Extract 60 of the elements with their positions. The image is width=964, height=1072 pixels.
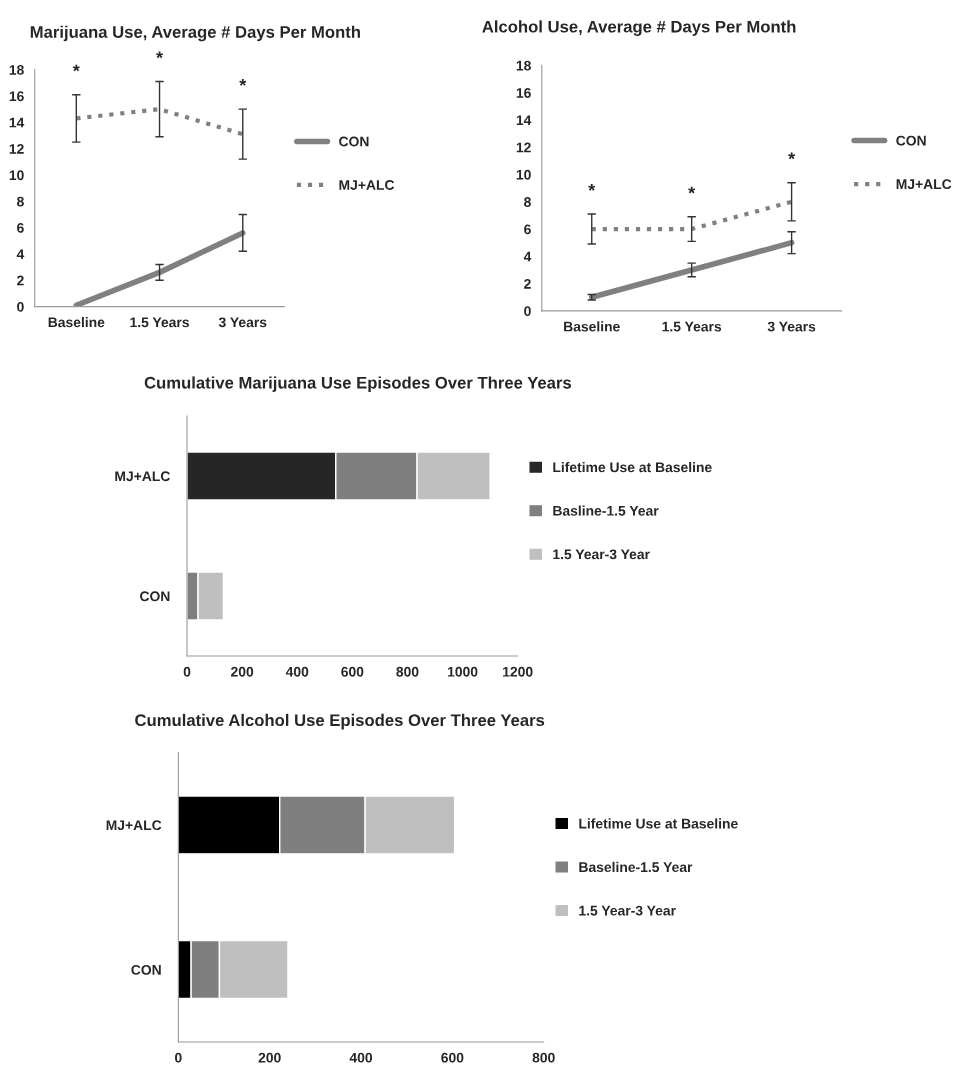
chart-title: Cumulative Marijuana Use Episodes Over Three Years xyxy=(144,376,572,392)
y-tick-label: 2 xyxy=(17,275,24,286)
chart-title: Cumulative Alcohol Use Episodes Over Three Years xyxy=(135,713,545,730)
x-tick-label: Baseline xyxy=(48,317,105,328)
legend-label: MJ+ALC xyxy=(339,180,395,190)
annotation: * xyxy=(72,64,80,72)
annotation: * xyxy=(588,183,596,191)
y-tick-label: 16 xyxy=(516,88,531,98)
y-tick-label: 4 xyxy=(16,249,25,259)
x-tick-label: 3 Years xyxy=(218,317,267,328)
x-tick-label: 1.5 Years xyxy=(130,317,189,328)
legend-label: MJ+ALC xyxy=(896,179,952,190)
legend-label: Basline-1.5 Year xyxy=(553,505,659,516)
x-tick-label: 800 xyxy=(396,666,419,677)
legend-label: 1.5 Year-3 Year xyxy=(553,549,650,560)
y-tick-label: 10 xyxy=(516,169,531,180)
y-tick-label: 0 xyxy=(524,306,531,317)
y-tick-label: MJ+ALC xyxy=(115,471,170,482)
x-tick-label: 600 xyxy=(341,666,364,677)
x-tick-label: Baseline xyxy=(564,321,620,332)
y-tick-label: 2 xyxy=(524,278,531,289)
legend-label: CON xyxy=(339,136,369,147)
x-tick-label: 200 xyxy=(258,1052,281,1063)
chart-title: Marijuana Use, Average # Days Per Month xyxy=(30,25,360,42)
y-tick-label: 18 xyxy=(516,60,531,71)
chart-title: Alcohol Use, Average # Days Per Month xyxy=(482,20,796,36)
x-tick-label: 1000 xyxy=(447,666,478,677)
x-tick-label: 3 Years xyxy=(767,321,816,332)
y-tick-label: 16 xyxy=(9,91,24,102)
x-tick-label: 400 xyxy=(285,666,309,677)
y-tick-label: 8 xyxy=(524,197,531,207)
legend-label: CON xyxy=(896,135,926,146)
y-tick-label: 14 xyxy=(516,115,532,125)
x-tick-label: 0 xyxy=(183,666,191,677)
y-tick-label: 0 xyxy=(17,301,24,312)
annotation: * xyxy=(239,79,247,86)
annotation: * xyxy=(788,152,796,160)
y-tick-label: 12 xyxy=(516,142,531,153)
text: * xyxy=(156,51,164,59)
x-tick-label: 1.5 Years xyxy=(662,321,722,332)
y-tick-label: 6 xyxy=(17,222,24,233)
y-tick-label: 10 xyxy=(9,170,24,181)
y-tick-label: 8 xyxy=(17,196,24,207)
y-tick-label: CON xyxy=(131,964,161,975)
x-tick-label: 400 xyxy=(349,1052,373,1063)
legend-label: Baseline-1.5 Year xyxy=(579,861,693,873)
y-tick-label: 6 xyxy=(524,224,531,235)
legend-label: 1.5 Year-3 Year xyxy=(579,905,676,916)
legend-label: Lifetime Use at Baseline xyxy=(579,818,738,829)
legend-label: Lifetime Use at Baseline xyxy=(553,462,712,473)
x-tick-label: 800 xyxy=(532,1052,555,1063)
y-tick-label: 18 xyxy=(9,65,24,75)
y-tick-label: 4 xyxy=(523,251,532,262)
y-tick-label: 14 xyxy=(9,117,25,128)
x-tick-label: 600 xyxy=(441,1052,464,1063)
x-tick-label: 1200 xyxy=(503,666,533,677)
x-tick-label: 0 xyxy=(175,1052,182,1063)
y-tick-label: 12 xyxy=(9,143,24,154)
x-tick-label: 200 xyxy=(231,666,254,677)
annotation: * xyxy=(688,186,696,194)
